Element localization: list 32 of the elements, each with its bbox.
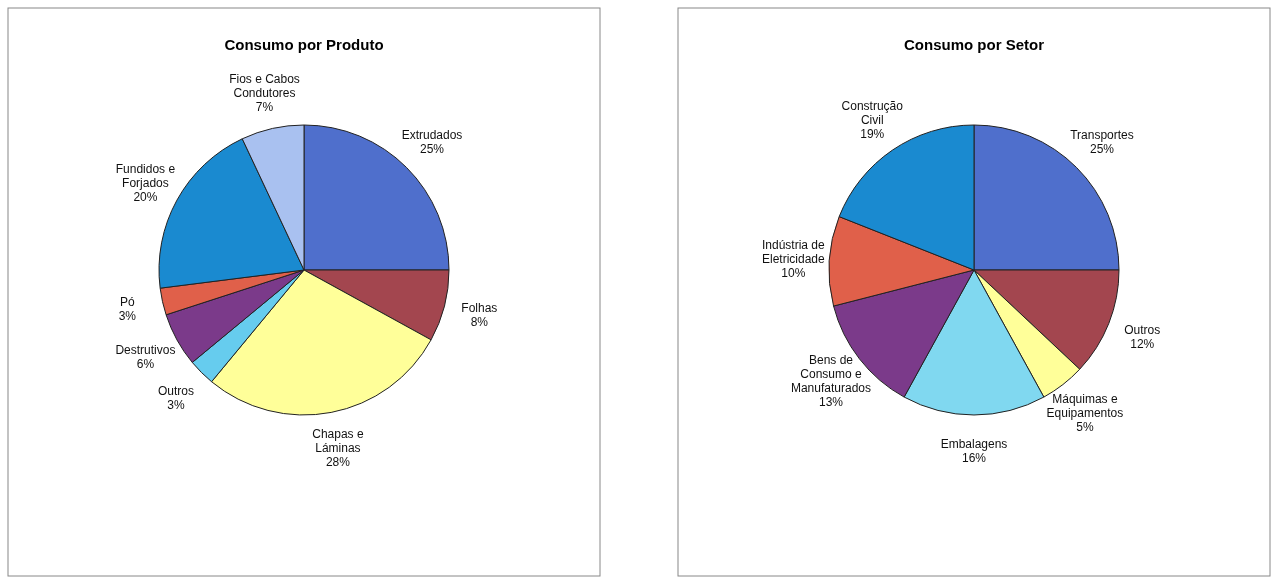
slice-label: Máquimas e Equipamentos: [1046, 392, 1124, 421]
slice-label: Fios e Cabos Condutores: [229, 72, 300, 101]
data-label: 12%: [1130, 336, 1155, 351]
slice-label: Fundidos e Forjados: [115, 161, 176, 190]
data-label: 5%: [1076, 420, 1094, 435]
data-label: 8%: [470, 315, 489, 330]
data-label: 16%: [961, 451, 987, 465]
data-label: 6%: [136, 357, 155, 372]
slice-label: Indústria de Eletricidade: [762, 237, 826, 266]
slice-label: Extrudados: [401, 128, 463, 143]
slice-label: Destrutivos: [115, 343, 176, 358]
slice-label: Bens de Consumo e Manufaturados: [790, 352, 872, 395]
slice-label: Folhas: [461, 301, 498, 316]
chart-title: Consumo por Setor: [903, 36, 1045, 53]
data-label: 13%: [818, 394, 844, 409]
data-label: 28%: [325, 454, 351, 469]
chart-title: Consumo por Produto: [224, 36, 384, 53]
slice-label: Transportes: [1070, 128, 1134, 143]
data-label: 3%: [118, 309, 137, 324]
slice-label: Construção Civil: [841, 99, 904, 128]
data-label: 25%: [1089, 142, 1115, 157]
data-label: 7%: [255, 100, 274, 115]
data-label: 25%: [419, 142, 445, 157]
data-label: 10%: [781, 265, 806, 280]
data-label: 19%: [860, 127, 885, 142]
data-label: 3%: [167, 397, 186, 412]
slice-label: Pó: [120, 295, 136, 310]
data-label: 20%: [133, 189, 158, 204]
slice-label: Outros: [158, 383, 195, 398]
slice-label: Embalagens: [940, 437, 1008, 451]
slice-label: Outros: [1124, 322, 1161, 337]
slice-label: Chapas e Láminas: [312, 426, 364, 455]
